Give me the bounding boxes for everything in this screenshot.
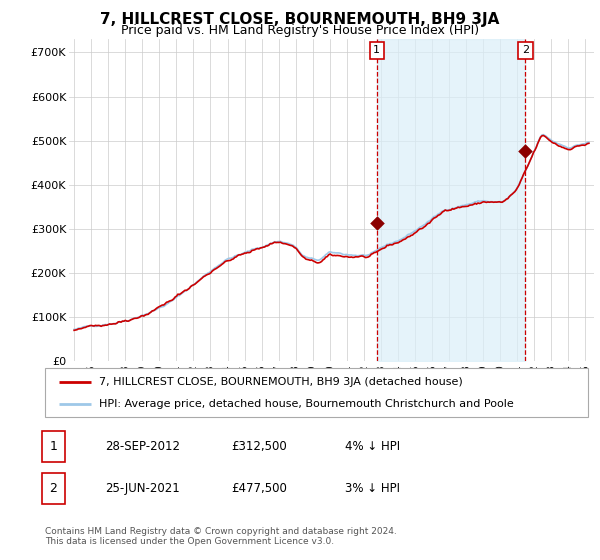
Text: 3% ↓ HPI: 3% ↓ HPI [345, 482, 400, 495]
Text: 4% ↓ HPI: 4% ↓ HPI [345, 440, 400, 453]
Text: 28-SEP-2012: 28-SEP-2012 [105, 440, 180, 453]
Point [372, 219, 382, 228]
Text: £477,500: £477,500 [231, 482, 287, 495]
Text: 1: 1 [373, 45, 380, 55]
Text: HPI: Average price, detached house, Bournemouth Christchurch and Poole: HPI: Average price, detached house, Bour… [100, 399, 514, 409]
Text: Contains HM Land Registry data © Crown copyright and database right 2024.
This d: Contains HM Land Registry data © Crown c… [45, 526, 397, 546]
Text: 2: 2 [522, 45, 529, 55]
Text: 2: 2 [49, 482, 58, 495]
Text: Price paid vs. HM Land Registry's House Price Index (HPI): Price paid vs. HM Land Registry's House … [121, 24, 479, 37]
Text: 7, HILLCREST CLOSE, BOURNEMOUTH, BH9 3JA (detached house): 7, HILLCREST CLOSE, BOURNEMOUTH, BH9 3JA… [100, 377, 463, 386]
Text: 1: 1 [49, 440, 58, 453]
Text: 25-JUN-2021: 25-JUN-2021 [105, 482, 180, 495]
Text: £312,500: £312,500 [231, 440, 287, 453]
Text: 7, HILLCREST CLOSE, BOURNEMOUTH, BH9 3JA: 7, HILLCREST CLOSE, BOURNEMOUTH, BH9 3JA [100, 12, 500, 27]
Point [521, 146, 530, 155]
